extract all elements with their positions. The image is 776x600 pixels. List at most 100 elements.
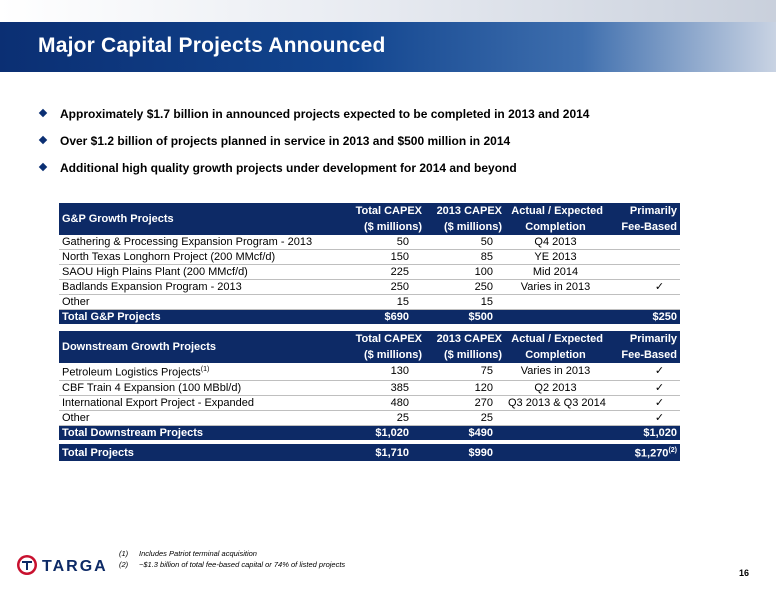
total-capex: 25 xyxy=(337,410,425,426)
capex-2013: 25 xyxy=(425,410,505,426)
col-header: ($ millions) xyxy=(337,347,425,363)
project-name-text: Petroleum Logistics Projects xyxy=(62,366,201,379)
col-header: Total CAPEX xyxy=(337,331,425,347)
project-name: Other xyxy=(59,410,337,426)
table-row: Badlands Expansion Program - 2013 250 25… xyxy=(59,279,680,295)
completion xyxy=(505,410,606,426)
downstream-projects-table: Downstream Growth Projects Total CAPEX 2… xyxy=(59,331,680,440)
bullet-list: Approximately $1.7 billion in announced … xyxy=(38,107,590,188)
table-row: CBF Train 4 Expansion (100 MBbl/d) 385 1… xyxy=(59,380,680,396)
capex-2013: $990 xyxy=(425,444,505,461)
bullet-item: Additional high quality growth projects … xyxy=(38,161,589,188)
bullet-item: Over $1.2 billion of projects planned in… xyxy=(38,134,589,161)
capex-2013: 15 xyxy=(425,294,505,310)
col-header: ($ millions) xyxy=(425,219,505,235)
completion: Q3 2013 & Q3 2014 xyxy=(505,395,606,411)
check-icon xyxy=(606,264,680,280)
col-header: Completion xyxy=(505,219,606,235)
col-header: Completion xyxy=(505,347,606,363)
footnote-text: Includes Patriot terminal acquisition xyxy=(139,549,257,558)
logo-emblem-icon xyxy=(17,555,37,575)
col-header: 2013 CAPEX xyxy=(425,203,505,219)
footnote: (1) Includes Patriot terminal acquisition xyxy=(119,548,345,559)
table-row: SAOU High Plains Plant (200 MMcf/d) 225 … xyxy=(59,264,680,280)
project-name: Badlands Expansion Program - 2013 xyxy=(59,279,337,295)
slide-title: Major Capital Projects Announced xyxy=(38,34,386,57)
footnote-text: ~$1.3 billion of total fee-based capital… xyxy=(139,560,346,569)
title-bar xyxy=(0,22,776,72)
capex-2013: 270 xyxy=(425,395,505,411)
grand-total-table: Total Projects $1,710 $990 $1,270(2) xyxy=(59,444,680,461)
check-icon: ✓ xyxy=(606,410,680,426)
fee-based-total: $250 xyxy=(606,309,680,324)
table-row: International Export Project - Expanded … xyxy=(59,395,680,411)
col-header: Total CAPEX xyxy=(337,203,425,219)
page-number: 16 xyxy=(739,568,750,578)
project-name: Gathering & Processing Expansion Program… xyxy=(59,235,337,250)
bullet-text: Additional high quality growth projects … xyxy=(60,161,517,175)
completion: Varies in 2013 xyxy=(505,279,606,295)
capex-2013: $500 xyxy=(425,309,505,324)
completion: Q2 2013 xyxy=(505,380,606,396)
col-header: ($ millions) xyxy=(337,219,425,235)
table-header-row: ($ millions) ($ millions) Completion Fee… xyxy=(59,219,680,235)
total-capex: 250 xyxy=(337,279,425,295)
total-label: Total Downstream Projects xyxy=(59,425,337,440)
capex-2013: 120 xyxy=(425,380,505,396)
check-icon: ✓ xyxy=(606,395,680,411)
col-header: Primarily xyxy=(606,203,680,219)
table-row: Gathering & Processing Expansion Program… xyxy=(59,235,680,250)
footnote-number: (1) xyxy=(119,549,129,558)
gp-section-title: G&P Growth Projects xyxy=(59,203,337,235)
completion: Q4 2013 xyxy=(505,235,606,250)
total-label: Total Projects xyxy=(59,444,337,461)
total-label: Total G&P Projects xyxy=(59,309,337,324)
capex-2013: 100 xyxy=(425,264,505,280)
fee-based-total: $1,020 xyxy=(606,425,680,440)
total-capex: $690 xyxy=(337,309,425,324)
project-name: Other xyxy=(59,294,337,310)
col-header: ($ millions) xyxy=(425,347,505,363)
table-header-row: ($ millions) ($ millions) Completion Fee… xyxy=(59,347,680,363)
completion xyxy=(505,294,606,310)
diamond-bullet-icon xyxy=(38,108,48,118)
gp-projects-table: G&P Growth Projects Total CAPEX 2013 CAP… xyxy=(59,203,680,324)
check-icon: ✓ xyxy=(606,279,680,295)
project-name: CBF Train 4 Expansion (100 MBbl/d) xyxy=(59,380,337,396)
total-capex: 225 xyxy=(337,264,425,280)
table-header-row: G&P Growth Projects Total CAPEX 2013 CAP… xyxy=(59,203,680,235)
targa-logo: TARGA xyxy=(16,553,116,582)
col-header: Primarily xyxy=(606,331,680,347)
completion: Mid 2014 xyxy=(505,264,606,280)
top-strip xyxy=(0,0,776,22)
footnotes: (1) Includes Patriot terminal acquisition… xyxy=(119,548,345,570)
bullet-text: Over $1.2 billion of projects planned in… xyxy=(60,134,511,148)
footnote-number: (2) xyxy=(119,560,129,569)
fee-based-value: $1,270 xyxy=(634,447,669,460)
bullet-text: Approximately $1.7 billion in announced … xyxy=(60,107,590,121)
total-capex: $1,020 xyxy=(337,425,425,440)
capex-2013: 250 xyxy=(425,279,505,295)
project-name: Petroleum Logistics Projects(1) xyxy=(59,363,337,381)
table-row: Petroleum Logistics Projects(1) 130 75 V… xyxy=(59,363,680,381)
diamond-bullet-icon xyxy=(38,135,48,145)
total-row: Total G&P Projects $690 $500 $250 xyxy=(59,309,680,324)
col-header: Fee-Based xyxy=(606,219,680,235)
capex-2013: 50 xyxy=(425,235,505,250)
completion: YE 2013 xyxy=(505,249,606,265)
total-capex: $1,710 xyxy=(337,444,425,461)
table-row: Other 25 25 ✓ xyxy=(59,410,680,426)
col-header: Fee-Based xyxy=(606,347,680,363)
capex-2013: 75 xyxy=(425,363,505,381)
project-name: North Texas Longhorn Project (200 MMcf/d… xyxy=(59,249,337,265)
check-icon xyxy=(606,294,680,310)
fee-based-total: $1,270(2) xyxy=(606,444,680,461)
check-icon: ✓ xyxy=(606,380,680,396)
col-header: Actual / Expected xyxy=(505,331,606,347)
table-header-row: Downstream Growth Projects Total CAPEX 2… xyxy=(59,331,680,363)
total-capex: 480 xyxy=(337,395,425,411)
capex-2013: $490 xyxy=(425,425,505,440)
footnote: (2) ~$1.3 billion of total fee-based capi… xyxy=(119,559,345,570)
diamond-bullet-icon xyxy=(38,162,48,172)
table-row: North Texas Longhorn Project (200 MMcf/d… xyxy=(59,249,680,265)
